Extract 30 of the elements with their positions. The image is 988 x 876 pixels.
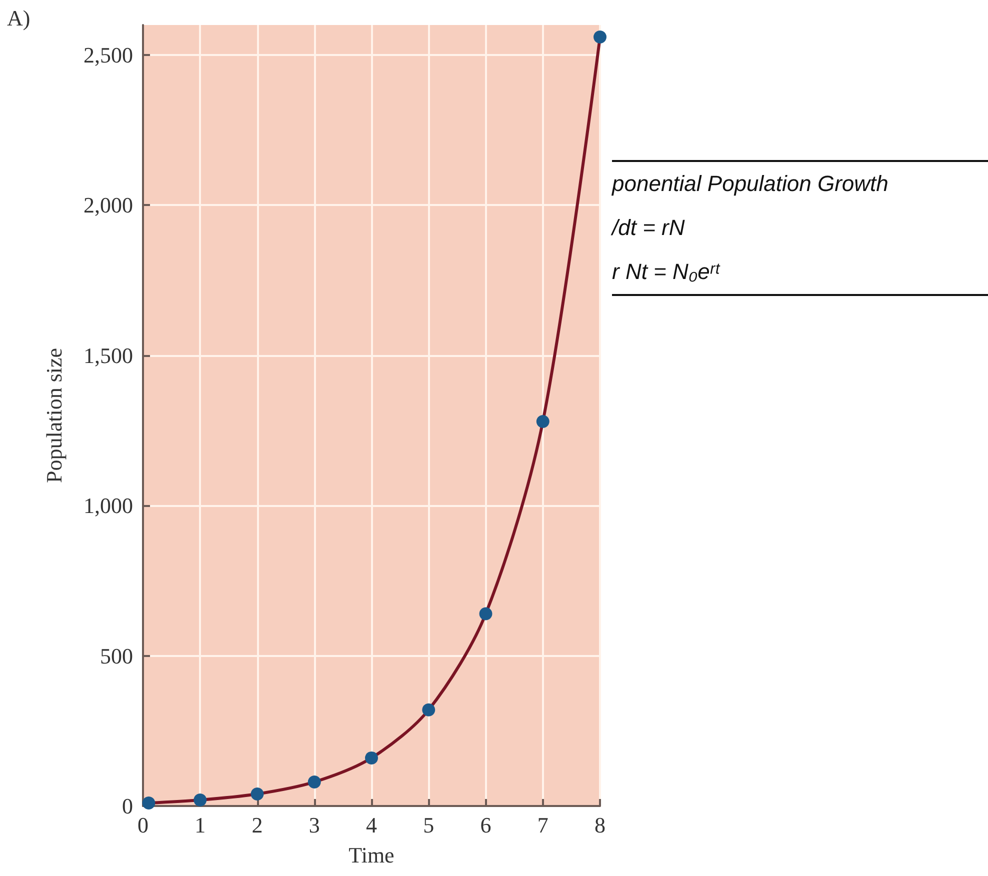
x-tick-label: 7 [537,812,548,838]
x-tick-label: 4 [366,812,377,838]
x-tick-label: 0 [138,812,148,838]
x-tick-label: 2 [252,812,263,838]
y-tick-label: 2,000 [84,192,133,218]
x-tick-label: 3 [308,812,320,838]
text: /dt = rN [612,214,686,242]
y-tick-label: 1,000 [84,493,133,518]
x-tick-label: 6 [480,812,492,838]
y-tick-label: 1,500 [84,342,133,368]
text: r Nt = N₀eʳᵗ [612,258,722,286]
y-tick-label: 0 [122,794,133,818]
point [308,775,321,788]
point [365,751,378,764]
point [250,787,264,800]
y-tick-label: 2,500 [84,42,133,68]
x-tick-label: 5 [423,812,434,838]
point [142,796,156,810]
y-tick-label: 500 [100,643,133,668]
point [479,607,492,620]
x-tick-label: 1 [194,812,206,838]
point [422,703,436,716]
x-tick-label: 8 [594,812,606,838]
point [194,793,207,806]
chart-title: A) [7,6,30,30]
text: ponential Population Growth [612,170,890,198]
point [594,30,606,44]
point [536,415,550,428]
y-axis-title: Population size [42,348,66,484]
x-axis-title: Time [348,842,394,868]
